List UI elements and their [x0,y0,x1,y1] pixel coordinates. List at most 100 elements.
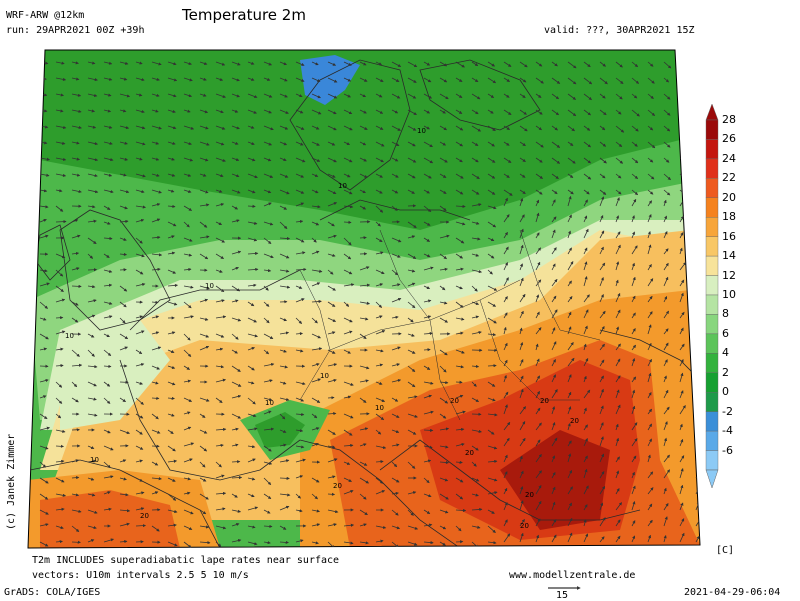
contour-label: 10 [90,456,99,464]
wind-vector [696,424,699,430]
wind-vector [696,201,699,206]
wind-vector [56,222,66,223]
wind-vector [696,328,698,335]
wind-vector [696,437,698,446]
wind-vector [696,94,701,99]
contour-label: 20 [450,397,459,405]
colorbar-swatch [706,392,718,411]
colorbar-tick-label: 6 [722,327,729,340]
colorbar-swatch [706,276,718,295]
colorbar-tick-label: -2 [722,405,733,418]
contour-label: 20 [333,482,342,490]
colorbar-tick-label: 12 [722,269,736,282]
colorbar-swatch [706,256,718,275]
wind-vector [328,398,334,399]
wind-vector [696,357,699,366]
note-superadiabatic: T2m INCLUDES superadiabatic lape rates n… [32,555,339,566]
wind-vector [152,398,159,399]
colorbar-swatch [706,412,718,431]
colorbar-top-cap [706,104,718,120]
wind-vector [696,310,700,318]
colorbar-tick-label: 10 [722,288,736,301]
wind-vector [424,350,430,351]
colorbar-swatch [706,139,718,158]
wind-vector [696,110,702,116]
unit-label: [C] [716,545,734,556]
note-vectors: vectors: U10m intervals 2.5 5 10 m/s [32,570,249,581]
colorbar-swatch [706,159,718,178]
wind-vector [680,94,685,98]
wind-vector [696,126,702,132]
grads-credit: GrADS: COLA/IGES [4,587,100,598]
wind-vector [136,526,145,527]
contour-label: 20 [525,491,534,499]
wind-vector [696,142,702,148]
colorbar-tick-label: 22 [722,171,736,184]
copyright-label: (c) Janek Zimmer [6,434,17,530]
colorbar-tick-label: -4 [722,424,733,437]
wind-vector [696,216,698,222]
website-label: www.modellzentrale.de [509,570,635,581]
contour-label: 20 [540,397,549,405]
vector-scale-value: 15 [556,590,568,601]
wind-vector [696,174,703,180]
wind-vector [696,158,703,165]
wind-vector [696,249,699,254]
colorbar-tick-label: 14 [722,249,736,262]
wind-vector [232,462,240,463]
wind-vector [696,62,701,67]
colorbar-swatch [706,431,718,450]
wind-vector [680,142,685,147]
colorbar-swatch [706,334,718,353]
contour-label: 10 [417,127,426,135]
contour-label: 10 [65,332,74,340]
colorbar-tick-label: 20 [722,191,736,204]
colorbar-bottom-cap [706,470,718,488]
wind-vector [680,78,685,83]
wind-vector [424,430,433,431]
colorbar-swatch [706,373,718,392]
colorbar-swatch [706,178,718,197]
wind-vector [696,294,700,302]
colorbar-tick-label: 28 [722,113,736,126]
wind-vector [360,238,366,239]
contour-label: 20 [520,522,529,530]
wind-vector [680,110,687,116]
wind-vector [680,62,686,67]
wind-vector [488,366,496,367]
contour-label: 20 [570,417,579,425]
wind-vector [696,264,699,270]
wind-vector [680,126,685,131]
colorbar-tick-label: 24 [722,152,736,165]
wind-vector [696,229,700,238]
colorbar-tick-label: 26 [722,132,736,145]
wind-vector [280,478,289,479]
colorbar-swatch [706,295,718,314]
wind-vector [56,446,63,447]
colorbar-tick-label: 0 [722,385,729,398]
colorbar-swatch [706,314,718,333]
wind-vector [696,344,698,350]
contour-label: 10 [320,372,329,380]
colorbar-swatch [706,237,718,256]
colorbar-swatch [706,120,718,139]
colorbar-tick-label: 8 [722,307,729,320]
timestamp: 2021-04-29-06:04 [684,587,780,598]
wind-vector [696,78,702,83]
wind-vector [696,392,698,398]
wind-vector [328,494,334,495]
wind-vector [696,376,701,382]
contour-label: 20 [140,512,149,520]
colorbar-swatch [706,217,718,236]
colorbar-swatch [706,451,718,470]
wind-vector [56,318,63,319]
wind-vector [696,279,701,286]
wind-vector [696,455,700,462]
wind-vector [696,406,700,414]
contour-label: 10 [338,182,347,190]
colorbar-tick-label: 18 [722,210,736,223]
colorbar-swatch [706,353,718,372]
contour-label: 20 [465,449,474,457]
wind-vector [696,190,703,196]
